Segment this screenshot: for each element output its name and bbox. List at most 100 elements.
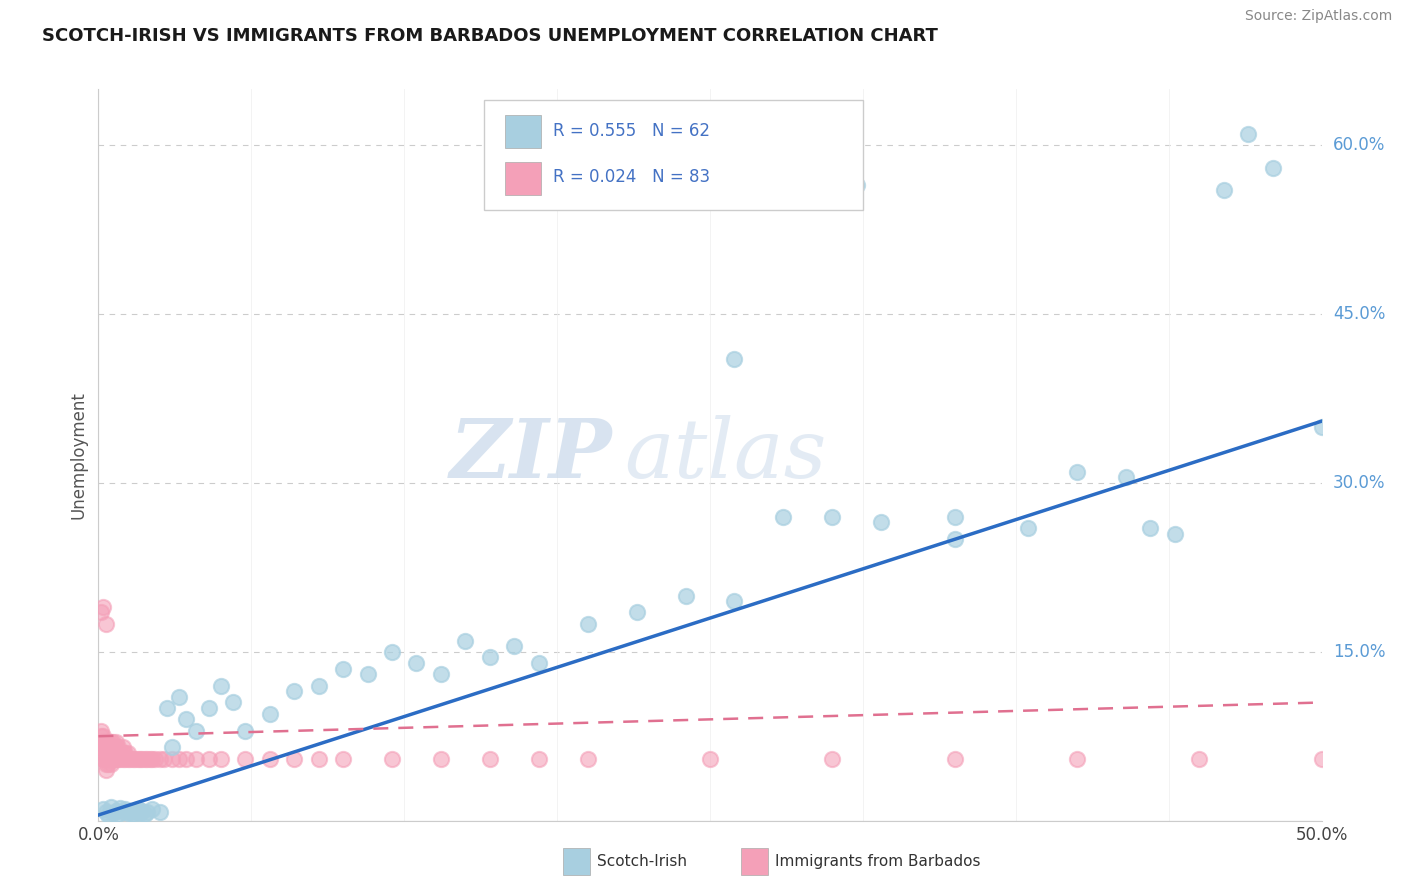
Point bbox=[114, 752, 136, 766]
Point bbox=[141, 752, 163, 766]
Point bbox=[699, 752, 721, 766]
Point bbox=[100, 740, 122, 755]
Point bbox=[100, 800, 122, 814]
Point bbox=[160, 740, 183, 755]
Point bbox=[94, 616, 117, 631]
Text: 15.0%: 15.0% bbox=[1333, 643, 1385, 661]
Point bbox=[90, 729, 112, 743]
Point bbox=[94, 757, 117, 772]
Point bbox=[233, 723, 256, 738]
Point bbox=[107, 752, 129, 766]
Text: atlas: atlas bbox=[624, 415, 827, 495]
Point bbox=[104, 735, 127, 749]
Point bbox=[104, 752, 127, 766]
Point bbox=[1188, 752, 1211, 766]
Point bbox=[117, 746, 139, 760]
Point bbox=[101, 805, 124, 820]
Text: Immigrants from Barbados: Immigrants from Barbados bbox=[775, 855, 980, 869]
Point bbox=[94, 735, 117, 749]
Point bbox=[870, 516, 893, 530]
Point bbox=[167, 690, 190, 704]
Point bbox=[120, 752, 142, 766]
Point bbox=[127, 802, 149, 816]
Text: 30.0%: 30.0% bbox=[1333, 474, 1385, 492]
Point bbox=[209, 679, 232, 693]
Point bbox=[110, 752, 132, 766]
FancyBboxPatch shape bbox=[741, 847, 768, 876]
Point bbox=[149, 752, 172, 766]
Point bbox=[97, 735, 120, 749]
Point bbox=[107, 746, 129, 760]
Point bbox=[97, 740, 120, 755]
Point bbox=[1310, 419, 1333, 434]
Point bbox=[101, 740, 124, 755]
Point bbox=[121, 806, 143, 821]
Point bbox=[104, 740, 127, 755]
Point bbox=[1066, 465, 1088, 479]
Point bbox=[141, 802, 163, 816]
Point bbox=[772, 509, 794, 524]
Point bbox=[114, 746, 136, 760]
Text: R = 0.024   N = 83: R = 0.024 N = 83 bbox=[554, 168, 710, 186]
Point bbox=[332, 752, 354, 766]
Point bbox=[120, 804, 142, 818]
Point bbox=[381, 645, 404, 659]
FancyBboxPatch shape bbox=[505, 115, 541, 148]
Point bbox=[527, 656, 550, 670]
Point bbox=[1115, 470, 1137, 484]
Point bbox=[160, 752, 183, 766]
Point bbox=[101, 746, 124, 760]
Point bbox=[1261, 161, 1284, 175]
Point bbox=[1164, 526, 1187, 541]
Point bbox=[943, 533, 966, 547]
Point bbox=[91, 740, 114, 755]
Text: 60.0%: 60.0% bbox=[1333, 136, 1385, 154]
Point bbox=[259, 752, 281, 766]
Point bbox=[136, 805, 159, 819]
Text: Source: ZipAtlas.com: Source: ZipAtlas.com bbox=[1244, 9, 1392, 23]
Point bbox=[94, 763, 117, 777]
Point bbox=[405, 656, 427, 670]
Point bbox=[821, 752, 844, 766]
Point bbox=[100, 735, 122, 749]
Point bbox=[94, 805, 117, 819]
Point bbox=[222, 696, 245, 710]
Point bbox=[136, 752, 159, 766]
Point bbox=[114, 802, 136, 816]
Y-axis label: Unemployment: Unemployment bbox=[69, 391, 87, 519]
Point bbox=[97, 808, 120, 822]
Point bbox=[186, 723, 208, 738]
Point bbox=[90, 740, 112, 755]
Point bbox=[134, 806, 156, 821]
Point bbox=[308, 752, 330, 766]
Point bbox=[153, 752, 176, 766]
Point bbox=[332, 662, 354, 676]
FancyBboxPatch shape bbox=[505, 162, 541, 195]
Point bbox=[845, 178, 868, 192]
Point bbox=[131, 752, 153, 766]
Point bbox=[90, 606, 112, 620]
Point bbox=[156, 701, 179, 715]
Point bbox=[576, 616, 599, 631]
Point bbox=[626, 606, 648, 620]
Text: SCOTCH-IRISH VS IMMIGRANTS FROM BARBADOS UNEMPLOYMENT CORRELATION CHART: SCOTCH-IRISH VS IMMIGRANTS FROM BARBADOS… bbox=[42, 27, 938, 45]
Point bbox=[90, 735, 112, 749]
Point bbox=[131, 804, 153, 818]
Point bbox=[91, 802, 114, 816]
Point bbox=[527, 752, 550, 766]
Point bbox=[283, 752, 305, 766]
Point bbox=[197, 701, 219, 715]
Point bbox=[134, 752, 156, 766]
Point bbox=[94, 740, 117, 755]
Point bbox=[104, 746, 127, 760]
Point bbox=[197, 752, 219, 766]
Text: ZIP: ZIP bbox=[450, 415, 612, 495]
Point bbox=[91, 729, 114, 743]
Point bbox=[723, 352, 745, 367]
Point bbox=[117, 752, 139, 766]
Point bbox=[97, 757, 120, 772]
FancyBboxPatch shape bbox=[484, 100, 863, 210]
Point bbox=[100, 757, 122, 772]
Point bbox=[430, 752, 453, 766]
Point bbox=[1212, 184, 1234, 198]
